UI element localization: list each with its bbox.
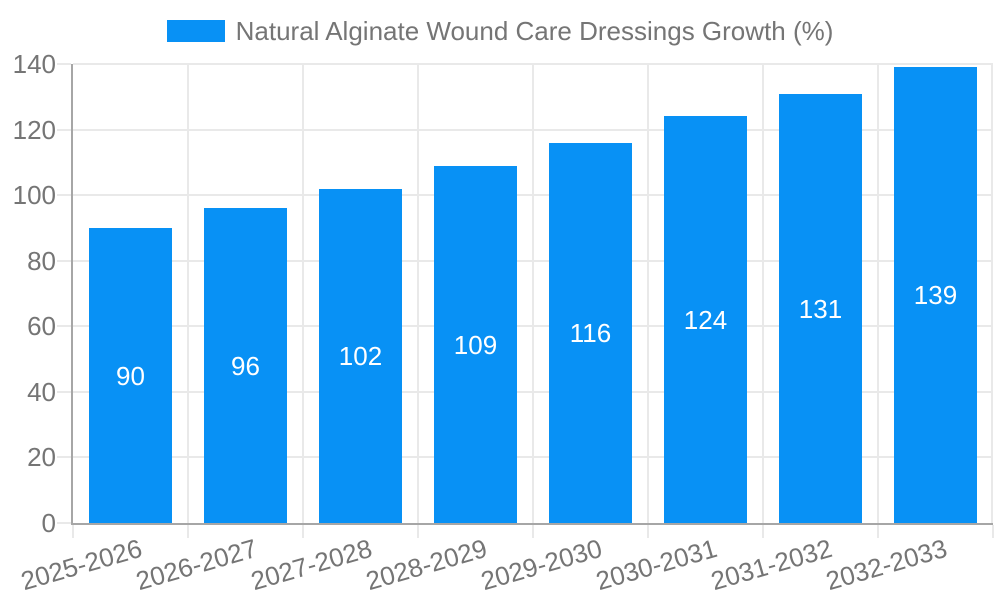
bar: 90 [89,228,172,523]
x-gridline [532,64,534,523]
y-axis-tick [57,63,71,65]
y-axis-tick [57,194,71,197]
bar: 131 [779,94,862,523]
x-gridline [647,64,649,523]
bar: 109 [434,166,517,523]
x-axis-tick [532,525,534,538]
y-axis-tick [57,259,71,262]
legend[interactable]: Natural Alginate Wound Care Dressings Gr… [0,16,1000,46]
x-axis-tick [992,525,994,538]
y-axis-tick [57,522,71,524]
x-gridline [187,64,189,523]
bar-value-label: 96 [231,350,260,381]
y-axis-tick-label: 60 [27,311,56,342]
y-axis-tick-label: 20 [27,442,56,473]
x-axis-tick [72,525,74,538]
plot-area: 90 96 102 109 116 124 131 139 [71,63,993,525]
y-axis-tick-label: 120 [12,114,56,145]
bar-value-label: 131 [798,293,843,324]
y-axis-tick [57,390,71,393]
x-axis-tick [647,525,649,538]
bar: 124 [664,116,747,523]
x-axis-tick [877,525,879,538]
bar: 96 [204,208,287,523]
y-axis-tick [57,456,71,459]
bar-value-label: 109 [453,329,498,360]
bar-value-label: 124 [683,304,728,335]
legend-swatch-icon [166,20,225,42]
y-axis-tick-label: 100 [12,180,56,211]
x-gridline [417,64,419,523]
x-axis-tick [762,525,764,538]
bar-value-label: 116 [569,318,612,348]
bar-value-label: 102 [338,341,383,371]
x-axis-tick [302,525,304,538]
x-axis-tick [187,525,189,538]
y-axis-tick [57,128,71,131]
bar: 139 [894,67,977,523]
y-axis-tick-label: 80 [27,245,56,276]
bar: 116 [549,143,632,523]
x-gridline [302,64,304,523]
x-gridline [762,64,764,523]
x-axis-tick [417,525,419,538]
bar-value-label: 90 [116,360,145,391]
x-gridline [991,64,993,523]
y-axis-tick-label: 40 [27,376,56,407]
legend-label: Natural Alginate Wound Care Dressings Gr… [235,16,834,46]
x-gridline [877,64,879,523]
y-axis-tick-label: 140 [12,49,56,79]
y-axis-tick [57,325,71,328]
bar: 102 [319,189,402,523]
y-axis-tick-label: 0 [41,508,56,538]
bar-value-label: 139 [913,280,958,310]
